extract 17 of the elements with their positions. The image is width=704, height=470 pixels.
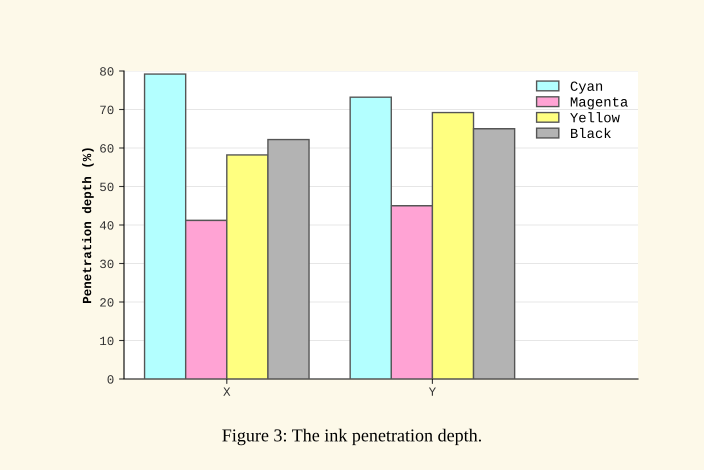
- y-tick-label: 30: [100, 260, 114, 268]
- legend-label: Yellow: [570, 112, 620, 122]
- legend-label: Cyan: [570, 81, 602, 94]
- y-tick-label: 60: [100, 144, 114, 153]
- y-tick-label: 10: [100, 336, 114, 346]
- legend-label: Magenta: [570, 97, 628, 110]
- y-axis-title: Penetration depth (%): [82, 148, 94, 303]
- caption: Figure 3: The ink penetration depth.: [222, 428, 482, 446]
- y-tick-label: 20: [100, 298, 114, 307]
- legend-label: Black: [571, 128, 611, 138]
- y-tick-label: 40: [100, 221, 114, 230]
- y-tick-label: 80: [100, 67, 114, 76]
- y-tick-label: 50: [100, 182, 114, 192]
- y-tick-label: 0: [108, 375, 114, 384]
- y-tick-label: 70: [100, 106, 114, 114]
- x-tick-label: Y: [428, 387, 436, 396]
- x-tick-label: X: [223, 387, 230, 396]
